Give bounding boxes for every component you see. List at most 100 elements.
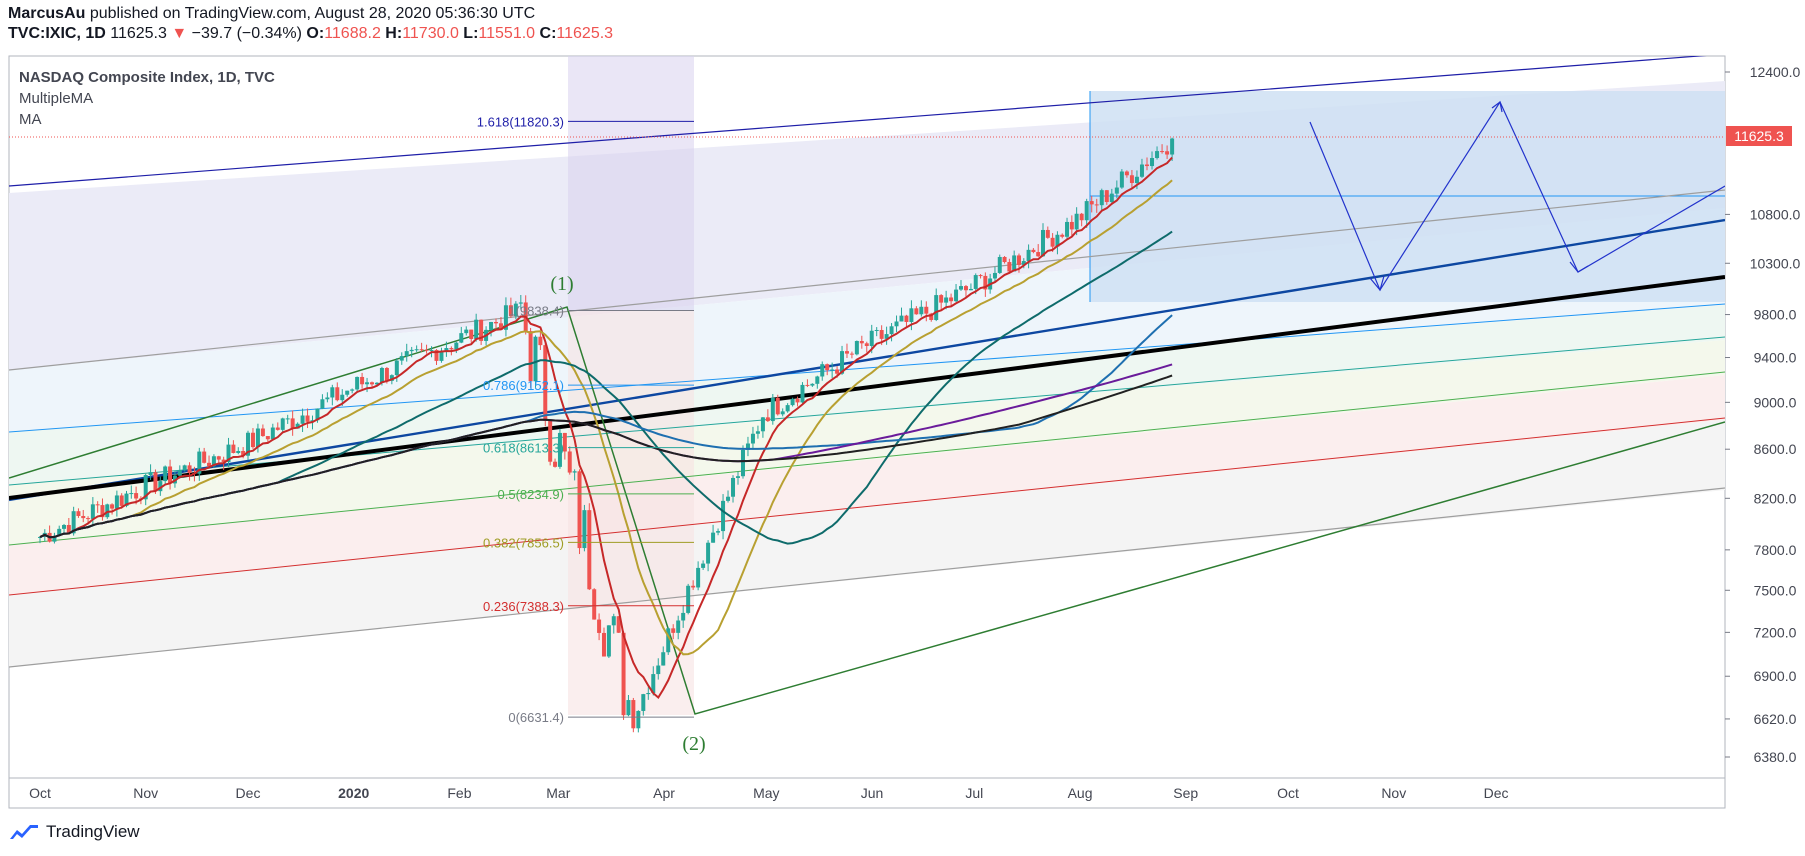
candle: [1084, 198, 1089, 228]
candle: [954, 284, 959, 302]
candle-body: [66, 524, 71, 534]
candle: [899, 307, 904, 322]
candle-body: [651, 674, 656, 694]
candle: [731, 475, 736, 503]
candle: [914, 306, 919, 315]
author-name[interactable]: MarcusAu: [8, 5, 86, 22]
price-change: −39.7 (−0.34%): [191, 25, 302, 42]
candle-body: [454, 342, 459, 350]
candle: [1002, 256, 1007, 264]
legend-multiplema[interactable]: MultipleMA: [19, 90, 93, 107]
tradingview-brand[interactable]: TradingView: [46, 822, 140, 841]
candle: [765, 409, 770, 423]
candle: [187, 462, 192, 481]
pitchfork-line: [9, 371, 1725, 546]
candle-body: [424, 349, 429, 351]
candle: [100, 498, 105, 521]
candle-body: [696, 567, 701, 588]
candle: [409, 346, 414, 358]
time-tick-label: Nov: [1381, 785, 1406, 801]
candle-body: [414, 349, 419, 351]
candle-body: [498, 323, 503, 330]
candle: [1055, 231, 1060, 255]
wave-lines: [9, 306, 1725, 715]
candle-body: [810, 383, 815, 386]
candle-body: [226, 444, 231, 462]
candle: [1099, 188, 1104, 212]
candle: [597, 613, 602, 641]
candle: [1144, 157, 1149, 171]
candle-body: [129, 493, 134, 495]
candle-body: [265, 436, 270, 440]
candle-body: [726, 496, 731, 501]
candle: [216, 455, 221, 463]
candle: [469, 329, 474, 343]
candle: [671, 624, 676, 640]
candle-body: [1104, 190, 1109, 203]
candle: [859, 335, 864, 349]
candle: [95, 501, 100, 513]
candle: [52, 532, 57, 544]
high-label: H:: [385, 25, 403, 42]
candle-body: [745, 443, 750, 450]
candle: [656, 658, 661, 680]
candle: [557, 428, 562, 469]
candle: [750, 426, 755, 450]
pitchfork-line: [9, 189, 1725, 371]
candle-body: [686, 585, 691, 613]
candle: [1031, 248, 1036, 254]
candle: [494, 318, 499, 330]
chart-drawings: [9, 56, 1725, 715]
low-label: L:: [463, 25, 479, 42]
candle: [582, 504, 587, 552]
legend-title: NASDAQ Composite Index, 1D, TVC: [19, 69, 275, 86]
candle-body: [1036, 252, 1041, 257]
chart-background: [9, 56, 1725, 715]
candle: [592, 588, 597, 620]
price-tick-label: 6900.0: [1754, 668, 1797, 684]
candle-body: [1084, 201, 1089, 221]
candle: [81, 509, 86, 523]
candle-body: [909, 308, 914, 322]
candle: [825, 363, 830, 376]
candle: [567, 446, 572, 475]
legend-ma[interactable]: MA: [19, 111, 42, 128]
open-label: O:: [306, 25, 325, 42]
candle-body: [567, 451, 572, 473]
candle-body: [52, 536, 57, 542]
candle-body: [681, 612, 686, 621]
candle-body: [207, 462, 212, 467]
candle: [904, 314, 909, 328]
candle: [800, 382, 805, 404]
candle: [562, 432, 567, 460]
time-tick-label: 2020: [338, 785, 369, 801]
candle-body: [295, 423, 300, 429]
symbol-label: TVC:IXIC, 1D: [8, 25, 106, 42]
candle-body: [350, 389, 355, 391]
candle-body: [716, 531, 721, 533]
candle-body: [835, 369, 840, 374]
low-value: 11551.0: [478, 25, 536, 42]
candle-body: [370, 382, 375, 385]
candle-body: [1150, 158, 1155, 167]
candle-body: [409, 349, 414, 352]
candle-body: [963, 286, 968, 291]
candle: [1069, 215, 1074, 236]
price-tick-label: 7200.0: [1754, 624, 1797, 640]
price-tick-label: 9000.0: [1754, 394, 1797, 410]
candle-body: [1060, 234, 1065, 237]
candle: [355, 376, 360, 392]
candle-body: [1055, 234, 1060, 247]
candle: [587, 503, 592, 591]
candle-body: [601, 632, 606, 657]
candle-body: [992, 272, 997, 279]
candle: [1079, 212, 1084, 227]
candle: [606, 625, 611, 659]
candle-body: [760, 417, 765, 432]
candle-body: [785, 405, 790, 412]
candle: [815, 375, 820, 389]
candle-body: [944, 297, 949, 303]
candle-body: [134, 493, 139, 499]
candle-body: [755, 431, 760, 434]
